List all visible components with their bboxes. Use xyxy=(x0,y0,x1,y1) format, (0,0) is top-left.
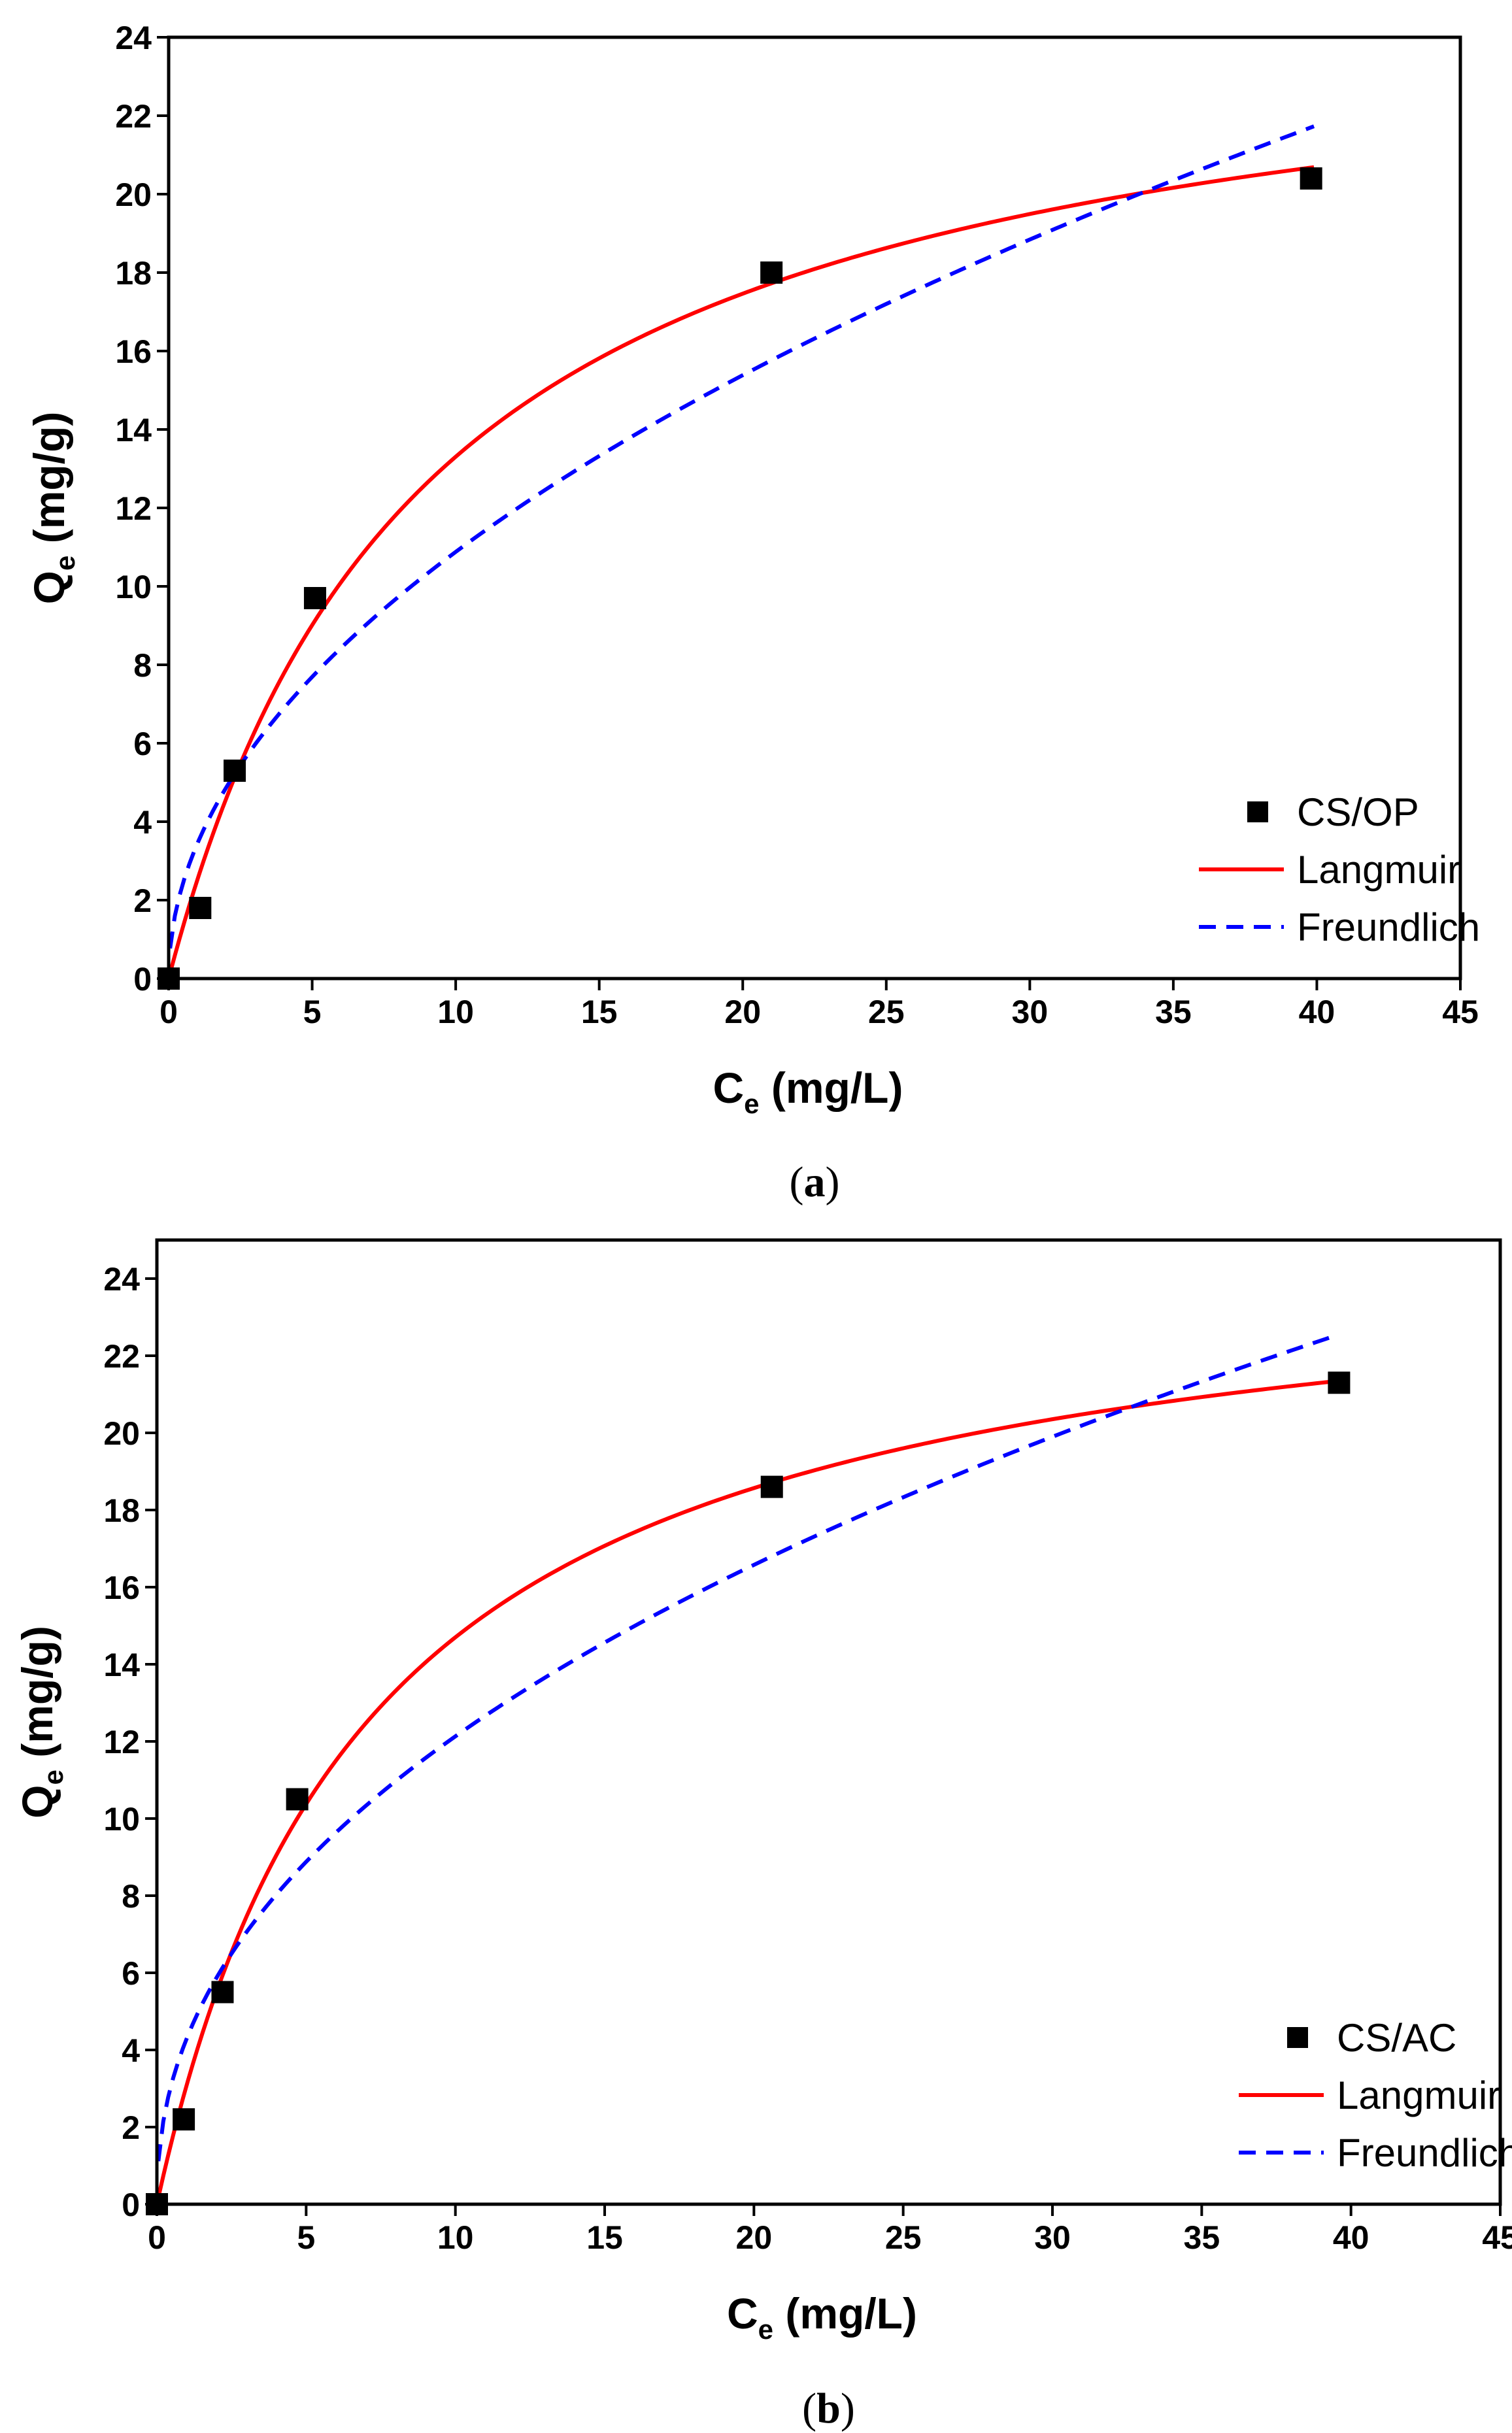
x-tick-label: 30 xyxy=(1012,994,1049,1030)
legend-marker-cs-ac xyxy=(1287,2027,1308,2048)
x-tick-label: 15 xyxy=(581,994,618,1030)
y-tick-label: 14 xyxy=(103,1647,140,1683)
data-point xyxy=(1300,167,1322,190)
legend: CS/AC Langmuir Freundlich xyxy=(1239,2016,1512,2175)
x-tick-label: 40 xyxy=(1333,2219,1369,2256)
y-tick-label: 18 xyxy=(103,1492,140,1529)
x-tick-label: 0 xyxy=(148,2219,166,2256)
series-line-langmuir xyxy=(156,1379,1337,2198)
y-axis-title: Qe (mg/g) xyxy=(25,412,80,605)
data-point xyxy=(760,1475,783,1498)
x-tick-label: 10 xyxy=(437,2219,474,2256)
y-tick-label: 6 xyxy=(122,1955,140,1992)
series-curves xyxy=(156,1334,1337,2198)
x-axis: 0 5 10 15 20 25 30 35 40 45 xyxy=(160,979,1479,1030)
x-tick-label: 45 xyxy=(1442,994,1479,1030)
y-tick-label: 12 xyxy=(103,1724,140,1760)
x-tick-label: 0 xyxy=(160,994,178,1030)
data-point xyxy=(760,261,783,284)
x-axis-title: Ce (mg/L) xyxy=(727,2289,917,2345)
x-tick-label: 45 xyxy=(1482,2219,1512,2256)
x-axis: 0 5 10 15 20 25 30 35 40 45 xyxy=(148,2204,1512,2256)
y-tick-label: 20 xyxy=(103,1415,140,1452)
y-tick-label: 18 xyxy=(115,255,152,292)
plot-frame xyxy=(155,1238,1502,2206)
x-axis-title: Ce (mg/L) xyxy=(713,1064,903,1119)
legend-label: Langmuir xyxy=(1337,2073,1500,2117)
x-tick-label: 15 xyxy=(586,2219,623,2256)
legend-label: Langmuir xyxy=(1297,848,1460,892)
y-tick-label: 0 xyxy=(122,2187,140,2223)
y-tick-label: 24 xyxy=(103,1261,140,1298)
x-tick-label: 10 xyxy=(437,994,474,1030)
panel-label: (a) xyxy=(790,1158,840,1206)
x-tick-label: 25 xyxy=(868,994,905,1030)
series-curves xyxy=(168,124,1315,974)
y-tick-label: 12 xyxy=(115,490,152,527)
data-point xyxy=(286,1788,309,1811)
series-line-langmuir xyxy=(168,165,1315,974)
series-line-freundlich xyxy=(156,1334,1337,2162)
y-tick-label: 22 xyxy=(115,98,152,135)
legend-label: Freundlich xyxy=(1297,905,1480,949)
legend-label: CS/OP xyxy=(1297,790,1419,834)
y-tick-label: 16 xyxy=(103,1569,140,1606)
plot-frame xyxy=(167,35,1462,981)
x-tick-label: 5 xyxy=(297,2219,315,2256)
x-tick-label: 20 xyxy=(736,2219,773,2256)
y-tick-label: 4 xyxy=(122,2032,140,2069)
x-tick-label: 30 xyxy=(1034,2219,1071,2256)
legend-marker-cs-op xyxy=(1247,801,1268,822)
y-tick-label: 16 xyxy=(115,333,152,370)
data-point xyxy=(223,760,246,782)
x-tick-label: 25 xyxy=(885,2219,922,2256)
y-tick-label: 22 xyxy=(103,1338,140,1375)
series-points xyxy=(146,1371,1351,2215)
y-tick-label: 2 xyxy=(122,2109,140,2146)
data-point xyxy=(211,1981,234,2004)
panel-label: (b) xyxy=(802,2385,855,2432)
chart-panel-a: 0 5 10 15 20 25 30 35 40 45024681012141618202224C… xyxy=(25,20,1480,1206)
y-tick-label: 20 xyxy=(115,176,152,213)
chart-panel-b: 0 5 10 15 20 25 30 35 40 45024681012141618202224C… xyxy=(13,1238,1512,2432)
data-point xyxy=(173,2108,195,2131)
y-tick-label: 10 xyxy=(115,569,152,605)
y-tick-label: 10 xyxy=(103,1801,140,1837)
x-tick-label: 35 xyxy=(1184,2219,1220,2256)
y-tick-label: 4 xyxy=(133,804,152,841)
y-tick-label: 0 xyxy=(133,961,152,998)
legend: CS/OP Langmuir Freundlich xyxy=(1199,790,1480,949)
x-tick-label: 20 xyxy=(724,994,761,1030)
x-tick-label: 40 xyxy=(1299,994,1336,1030)
legend-label: CS/AC xyxy=(1337,2016,1456,2060)
data-point xyxy=(1328,1371,1351,1394)
y-tick-label: 2 xyxy=(133,882,152,919)
y-tick-label: 14 xyxy=(115,412,152,448)
y-tick-label: 8 xyxy=(133,647,152,684)
y-tick-label: 6 xyxy=(133,726,152,762)
data-point xyxy=(189,897,212,919)
x-tick-label: 5 xyxy=(303,994,322,1030)
y-axis-title: Qe (mg/g) xyxy=(13,1626,69,1819)
series-line-freundlich xyxy=(168,124,1315,949)
y-tick-label: 8 xyxy=(122,1878,140,1915)
y-tick-label: 24 xyxy=(115,20,152,56)
x-tick-label: 35 xyxy=(1155,994,1192,1030)
legend-label: Freundlich xyxy=(1337,2131,1512,2175)
data-point xyxy=(303,587,326,609)
series-points xyxy=(158,167,1322,990)
